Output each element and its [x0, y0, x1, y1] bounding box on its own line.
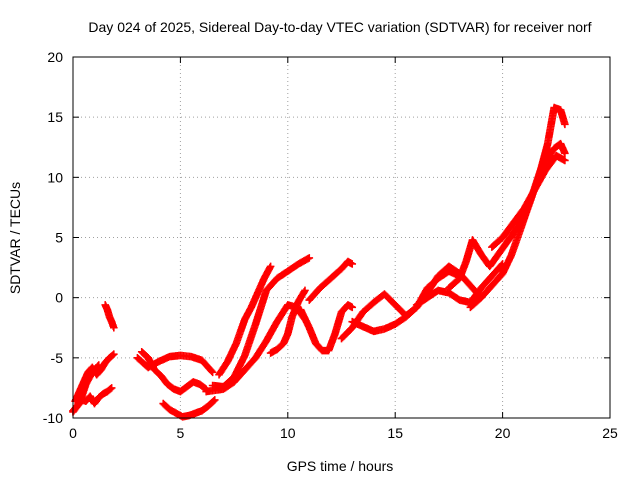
- chart-title: Day 024 of 2025, Sidereal Day-to-day VTE…: [88, 19, 591, 35]
- y-tick-label: -5: [51, 350, 64, 366]
- series-track-l: [296, 301, 357, 355]
- data-point: [561, 120, 569, 129]
- series-track-f: [137, 348, 210, 396]
- x-tick-label: 0: [69, 425, 77, 441]
- data-point: [209, 397, 218, 405]
- x-tick-label: 10: [280, 425, 296, 441]
- series-track-i: [215, 262, 275, 379]
- data-point: [110, 323, 118, 332]
- x-tick-label: 15: [387, 425, 403, 441]
- y-tick-label: 5: [55, 230, 63, 246]
- series-track-s: [488, 151, 569, 251]
- x-tick-label: 25: [602, 425, 618, 441]
- series-track-k: [266, 286, 309, 357]
- data-point: [266, 262, 275, 271]
- data-point: [305, 254, 314, 262]
- series-track-q: [445, 103, 569, 292]
- series-track-m: [305, 257, 357, 304]
- data-point: [108, 351, 117, 359]
- plot-area: [69, 103, 569, 421]
- data-point: [561, 149, 569, 158]
- data-point: [94, 362, 102, 370]
- series-track-c: [69, 361, 103, 415]
- data-point: [107, 384, 116, 392]
- data-point: [94, 361, 103, 369]
- data-point: [207, 367, 216, 375]
- plot-border: [72, 56, 611, 419]
- data-point: [348, 260, 357, 268]
- data-point: [348, 303, 357, 312]
- data-point: [106, 385, 115, 393]
- data-point: [301, 286, 309, 295]
- data-point: [210, 396, 219, 404]
- y-axis-label: SDTVAR / TECUs: [7, 182, 23, 294]
- y-tick-label: 20: [47, 49, 63, 65]
- series-track-p: [412, 260, 507, 309]
- series-track-j: [202, 301, 309, 396]
- x-tick-label: 20: [495, 425, 511, 441]
- data-point: [110, 350, 118, 359]
- x-axis-label: GPS time / hours: [287, 458, 394, 474]
- series-track-h: [208, 254, 314, 391]
- grid-lines: [73, 57, 610, 418]
- series-track-g: [159, 396, 219, 421]
- y-tick-label: -10: [43, 410, 63, 426]
- data-point: [561, 156, 569, 165]
- data-point: [208, 368, 217, 377]
- y-tick-label: 15: [47, 109, 63, 125]
- series-track-d: [101, 301, 118, 332]
- y-tick-label: 10: [47, 169, 63, 185]
- axis-ticks: 0 5 10 15 20 25 -10 -5 0 5 10 15 20: [43, 49, 618, 441]
- y-tick-label: 0: [55, 290, 63, 306]
- series-track-o: [348, 267, 464, 336]
- x-tick-label: 5: [177, 425, 185, 441]
